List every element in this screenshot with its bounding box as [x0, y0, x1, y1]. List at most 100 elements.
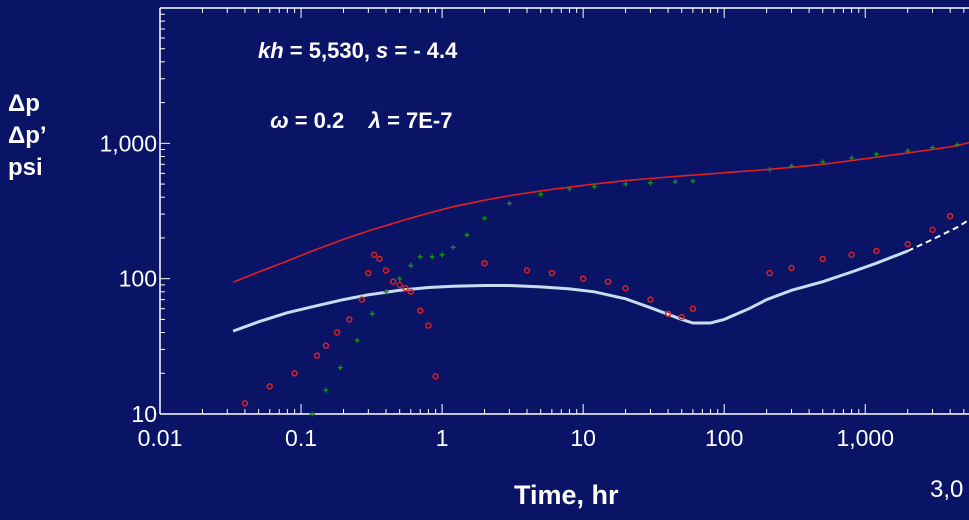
line-series [232, 141, 969, 284]
y-tick-label: 10 [131, 401, 157, 427]
plus-point [482, 215, 488, 221]
plus-point [450, 244, 456, 250]
annotation-symbol: λ [368, 108, 381, 133]
x-tick-label: 0.1 [285, 425, 317, 451]
plus-point [623, 181, 629, 187]
plus-point [354, 337, 360, 343]
plus-point [672, 179, 678, 185]
circle-point [358, 296, 366, 303]
plus-point [439, 252, 445, 258]
plus-point [397, 276, 403, 282]
plus-point [873, 151, 879, 157]
corner-number: 3,0 [930, 476, 964, 503]
x-tick-label: 1,000 [836, 425, 894, 451]
y-axis-title: Δp Δp’ psi [8, 88, 47, 184]
circle-point [548, 269, 556, 277]
circle-point [389, 278, 397, 285]
plus-point [309, 411, 315, 417]
circle-point [407, 288, 415, 295]
circle-point [376, 255, 383, 263]
circle-point [788, 264, 795, 272]
circle-point [929, 226, 936, 233]
plot-series [232, 141, 969, 417]
circle-point [848, 251, 855, 259]
x-axis-title: Time, hr [514, 480, 619, 510]
plus-point [429, 254, 435, 260]
plus-point [566, 186, 572, 192]
plus-point [954, 142, 960, 148]
annotation-kh-s: kh = 5,530, s = - 4.4 [258, 38, 457, 64]
circle-point [241, 400, 249, 407]
circle-point [291, 370, 298, 377]
plus-point [408, 263, 414, 269]
x-tick-label: 1 [436, 425, 449, 451]
circle-point [313, 352, 321, 359]
plus-point [538, 191, 544, 197]
x-tick-label: 0.01 [138, 425, 183, 451]
plus-point [383, 289, 389, 295]
plus-point [767, 167, 773, 173]
x-tick-label: 100 [705, 425, 743, 451]
plus-point [905, 148, 911, 154]
circle-point [417, 307, 424, 314]
circle-point [664, 310, 672, 318]
plus-point [337, 365, 343, 371]
circle-point [689, 305, 697, 312]
plus-point [464, 232, 470, 238]
plus-point [690, 178, 696, 184]
axis-ticks [159, 8, 965, 415]
y-tick-label: 100 [119, 266, 157, 292]
annotation-text: = - 4.4 [388, 38, 458, 63]
plus-point [647, 180, 653, 186]
circle-point [481, 260, 488, 267]
circle-point [946, 212, 954, 220]
circle-point [425, 322, 432, 329]
circle-point [819, 255, 826, 263]
circle-point [266, 383, 273, 390]
circle-point [579, 275, 587, 282]
annotation-symbol: ω [270, 108, 289, 133]
y-axis-title-line: Δp [8, 90, 40, 117]
plus-point [788, 163, 794, 169]
line-series [232, 249, 909, 333]
circle-point [523, 267, 531, 274]
plus-point [591, 183, 597, 189]
circle-point [365, 269, 372, 277]
plus-point [417, 254, 423, 260]
annotation-symbol: s [376, 38, 389, 63]
circle-point [396, 281, 403, 289]
circle-point [333, 329, 341, 336]
circle-point [873, 247, 880, 255]
y-tick-label: 1,000 [99, 130, 157, 156]
circle-point [432, 373, 439, 380]
circle-point [322, 342, 330, 349]
plus-point [820, 159, 826, 165]
plus-point [323, 387, 329, 393]
circle-point [647, 296, 654, 303]
dashed-line-series [907, 218, 969, 252]
circle-point [370, 251, 378, 259]
y-axis-title-line: psi [8, 154, 43, 181]
plus-point [849, 155, 855, 161]
plus-point [506, 200, 512, 206]
plus-point [369, 311, 375, 317]
circle-point [346, 316, 353, 323]
plot-frame [159, 7, 969, 415]
y-axis-title-line: Δp’ [8, 122, 47, 149]
x-tick-label: 10 [570, 425, 596, 451]
plus-point [930, 145, 936, 151]
circle-point [766, 269, 773, 277]
circle-point [604, 278, 612, 285]
annotation-text: = 7E-7 [380, 108, 453, 133]
circle-point [678, 313, 685, 321]
circle-point [622, 285, 629, 292]
annotation-symbol: kh [258, 38, 284, 63]
annotation-omega-lambda: ω = 0.2 λ = 7E-7 [258, 82, 453, 134]
tick-labels: 0.01 0.1 1 10 100 1,000 10 100 1,000 [99, 130, 894, 451]
annotation-text: = 0.2 [288, 108, 369, 133]
annotation-text: = 5,530, [283, 38, 377, 63]
circle-point [904, 240, 911, 248]
circle-point [402, 285, 409, 292]
circle-point [382, 267, 390, 274]
